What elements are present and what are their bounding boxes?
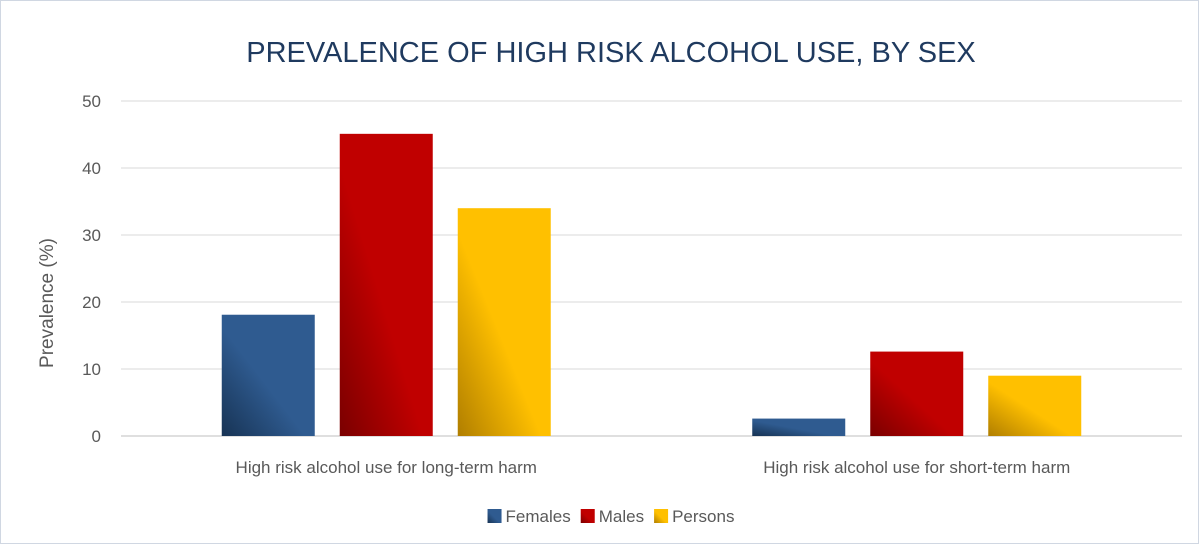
- y-tick-label: 20: [82, 293, 101, 312]
- y-tick-label: 40: [82, 159, 101, 178]
- bar-males-2: [870, 351, 964, 436]
- bar-males-1: [339, 133, 433, 436]
- y-axis-ticks: 0 10 20 30 40 50: [82, 92, 101, 446]
- y-tick-label: 0: [92, 427, 101, 446]
- y-tick-label: 10: [82, 360, 101, 379]
- chart-title: PREVALENCE OF HIGH RISK ALCOHOL USE, BY …: [246, 37, 976, 69]
- y-tick-label: 50: [82, 92, 101, 111]
- legend-swatch: [580, 509, 595, 523]
- legend-swatch: [487, 509, 502, 523]
- bar-persons-1: [457, 208, 551, 436]
- bar-females-2: [752, 418, 846, 436]
- x-category-label: High risk alcohol use for long-term harm: [236, 458, 537, 477]
- bars: [221, 133, 1082, 436]
- x-category-label: High risk alcohol use for short-term har…: [763, 458, 1070, 477]
- legend-item-females: Females: [487, 507, 571, 526]
- legend-item-persons: Persons: [654, 507, 734, 526]
- bar-females-1: [221, 314, 315, 436]
- x-axis-categories: High risk alcohol use for long-term harm…: [236, 458, 1071, 477]
- legend-label: Persons: [672, 507, 734, 526]
- y-tick-label: 30: [82, 226, 101, 245]
- legend-swatch: [654, 509, 669, 523]
- legend-item-males: Males: [580, 507, 644, 526]
- y-axis-label: Prevalence (%): [37, 238, 58, 368]
- legend: Females Males Persons: [487, 507, 734, 526]
- legend-label: Females: [506, 507, 571, 526]
- bar-persons-2: [988, 375, 1082, 436]
- legend-label: Males: [599, 507, 644, 526]
